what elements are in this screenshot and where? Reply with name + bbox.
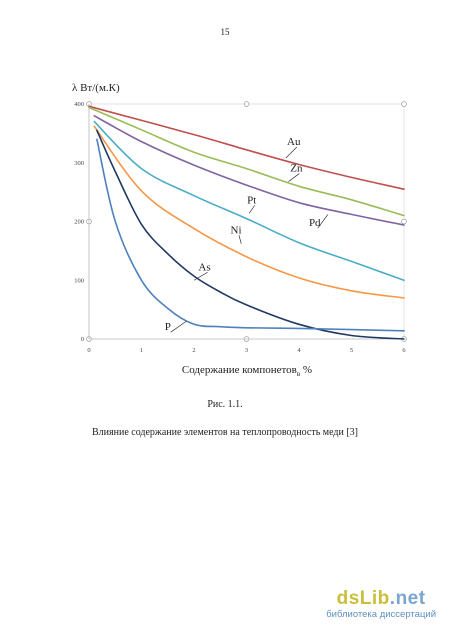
thermal-conductivity-chart: 0 100 200 300 400 0 1 2 3 4 5 6 Au Zn Pd Pt Ni As P λ Вт/…: [72, 82, 407, 378]
dslib-subtitle: библиотека диссертаций: [326, 609, 436, 620]
x-tick-label: 5: [350, 347, 353, 354]
figure-caption: Влияние содержание элементов на теплопро…: [92, 427, 358, 438]
y-tick-label: 0: [81, 336, 84, 343]
label-leader-as: [193, 271, 208, 281]
label-leader-ni: [238, 235, 242, 244]
y-tick-label: 100: [74, 277, 84, 284]
y-tick-label: 300: [74, 160, 84, 167]
page-number: 15: [220, 27, 230, 37]
x-axis-label: Содержание компонетовв %: [182, 364, 312, 378]
series-label-pt: Pt: [247, 194, 256, 206]
series-label-au: Au: [287, 136, 301, 148]
y-tick-label: 400: [74, 101, 84, 108]
x-tick-label: 3: [245, 347, 248, 354]
dslib-logo: dsLib.net: [326, 589, 436, 609]
chart-series-labels: Au Zn Pd Pt Ni As P: [165, 136, 329, 333]
frame-handle: [401, 101, 407, 107]
label-leader-zn: [288, 173, 300, 182]
label-leader-pd: [317, 214, 329, 229]
label-leader-pt: [248, 205, 256, 214]
y-tick-label: 200: [74, 219, 84, 226]
series-line-pt: [93, 120, 405, 282]
x-axis-label-subscript: в: [297, 370, 301, 378]
frame-handle: [243, 101, 250, 107]
series-line-p: [96, 138, 405, 332]
series-label-as: As: [198, 261, 210, 273]
x-tick-label: 6: [402, 347, 406, 354]
x-tick-label: 2: [192, 347, 195, 354]
label-leader-au: [285, 146, 297, 159]
series-line-ni: [93, 125, 405, 299]
x-axis-label-unit: %: [303, 364, 312, 376]
chart-series: [88, 105, 405, 340]
x-tick-label: 1: [140, 347, 143, 354]
x-tick-label: 4: [297, 347, 301, 354]
series-label-zn: Zn: [290, 163, 303, 175]
chart-axes: 0 100 200 300 400 0 1 2 3 4 5 6: [74, 101, 406, 354]
series-line-as: [96, 129, 405, 340]
series-line-pd: [93, 115, 405, 226]
x-axis-label-main: Содержание компонетов: [182, 364, 297, 376]
x-tick-label: 0: [87, 347, 90, 354]
series-line-zn: [88, 106, 405, 217]
series-label-p: P: [165, 321, 171, 333]
series-line-au: [88, 105, 405, 190]
logo-part1: dsLib: [336, 588, 390, 609]
series-label-ni: Ni: [231, 224, 242, 236]
label-leader-p: [170, 321, 187, 333]
dslib-watermark: dsLib.net библиотека диссертаций: [326, 589, 436, 621]
y-axis-label: λ Вт/(м.К): [72, 82, 120, 94]
figure-number-caption: Рис. 1.1.: [207, 399, 243, 410]
series-label-pd: Pd: [309, 217, 321, 229]
logo-part2: .net: [389, 588, 426, 609]
frame-handle: [401, 218, 407, 225]
